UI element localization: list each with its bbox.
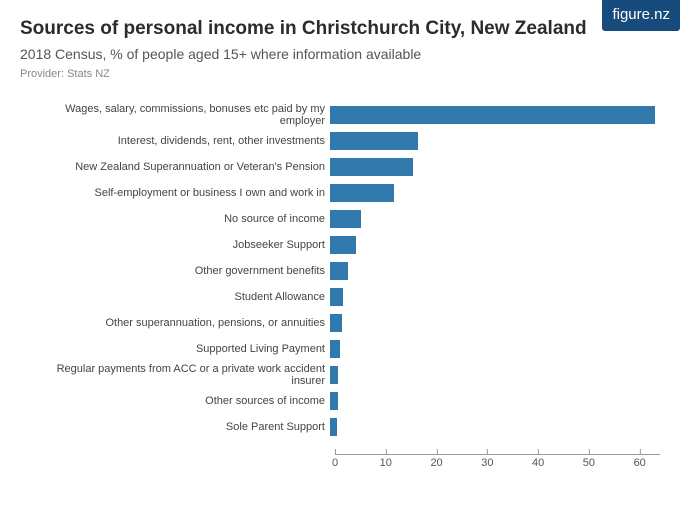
bar-label: Other superannuation, pensions, or annui…	[20, 317, 330, 329]
chart-area: Wages, salary, commissions, bonuses etc …	[20, 104, 680, 484]
bar-track	[330, 288, 660, 306]
bar-fill	[330, 262, 348, 280]
bar-label: Student Allowance	[20, 291, 330, 303]
x-axis-tick: 50	[583, 451, 595, 469]
bar-label: Self-employment or business I own and wo…	[20, 187, 330, 199]
bar-track	[330, 340, 660, 358]
bar-fill	[330, 106, 655, 124]
bar-row: Other sources of income	[20, 390, 660, 412]
bar-row: Wages, salary, commissions, bonuses etc …	[20, 104, 660, 126]
bar-track	[330, 418, 660, 436]
x-axis-tick: 40	[532, 451, 544, 469]
bar-fill	[330, 184, 394, 202]
bar-track	[330, 366, 660, 384]
bar-track	[330, 262, 660, 280]
bar-fill	[330, 418, 337, 436]
bar-fill	[330, 158, 413, 176]
bar-row: Self-employment or business I own and wo…	[20, 182, 660, 204]
bar-row: Interest, dividends, rent, other investm…	[20, 130, 660, 152]
bar-row: Regular payments from ACC or a private w…	[20, 364, 660, 386]
bar-label: Regular payments from ACC or a private w…	[20, 363, 330, 387]
bars-container: Wages, salary, commissions, bonuses etc …	[335, 104, 660, 454]
bar-fill	[330, 314, 342, 332]
bar-row: No source of income	[20, 208, 660, 230]
x-axis: 0 10 20 30 40 50 60	[335, 454, 660, 474]
bar-fill	[330, 392, 338, 410]
bar-row: Other government benefits	[20, 260, 660, 282]
bar-label: Wages, salary, commissions, bonuses etc …	[20, 103, 330, 127]
bar-label: Supported Living Payment	[20, 343, 330, 355]
chart-subtitle: 2018 Census, % of people aged 15+ where …	[20, 46, 680, 62]
bar-fill	[330, 340, 340, 358]
chart-provider: Provider: Stats NZ	[20, 68, 680, 80]
bar-track	[330, 106, 660, 124]
bar-row: Jobseeker Support	[20, 234, 660, 256]
bar-label: Sole Parent Support	[20, 421, 330, 433]
bar-track	[330, 210, 660, 228]
bar-track	[330, 184, 660, 202]
bar-track	[330, 132, 660, 150]
bar-row: Student Allowance	[20, 286, 660, 308]
bar-label: Other government benefits	[20, 265, 330, 277]
bar-row: Other superannuation, pensions, or annui…	[20, 312, 660, 334]
bar-track	[330, 236, 660, 254]
logo-text: figure.nz	[612, 6, 670, 23]
bar-row: New Zealand Superannuation or Veteran's …	[20, 156, 660, 178]
bar-label: Other sources of income	[20, 395, 330, 407]
bar-fill	[330, 288, 343, 306]
bar-label: Jobseeker Support	[20, 239, 330, 251]
chart-title: Sources of personal income in Christchur…	[20, 18, 680, 40]
bar-label: No source of income	[20, 213, 330, 225]
bar-label: New Zealand Superannuation or Veteran's …	[20, 161, 330, 173]
bar-row: Sole Parent Support	[20, 416, 660, 438]
x-axis-tick: 20	[430, 451, 442, 469]
x-axis-tick: 60	[634, 451, 646, 469]
bar-fill	[330, 210, 361, 228]
bar-fill	[330, 132, 418, 150]
bar-row: Supported Living Payment	[20, 338, 660, 360]
bar-fill	[330, 236, 356, 254]
bar-track	[330, 314, 660, 332]
x-axis-tick: 0	[332, 451, 338, 469]
bar-label: Interest, dividends, rent, other investm…	[20, 135, 330, 147]
x-axis-tick: 30	[481, 451, 493, 469]
figurenz-logo: figure.nz	[602, 0, 680, 31]
x-axis-tick: 10	[380, 451, 392, 469]
bar-track	[330, 158, 660, 176]
bar-fill	[330, 366, 338, 384]
bar-track	[330, 392, 660, 410]
